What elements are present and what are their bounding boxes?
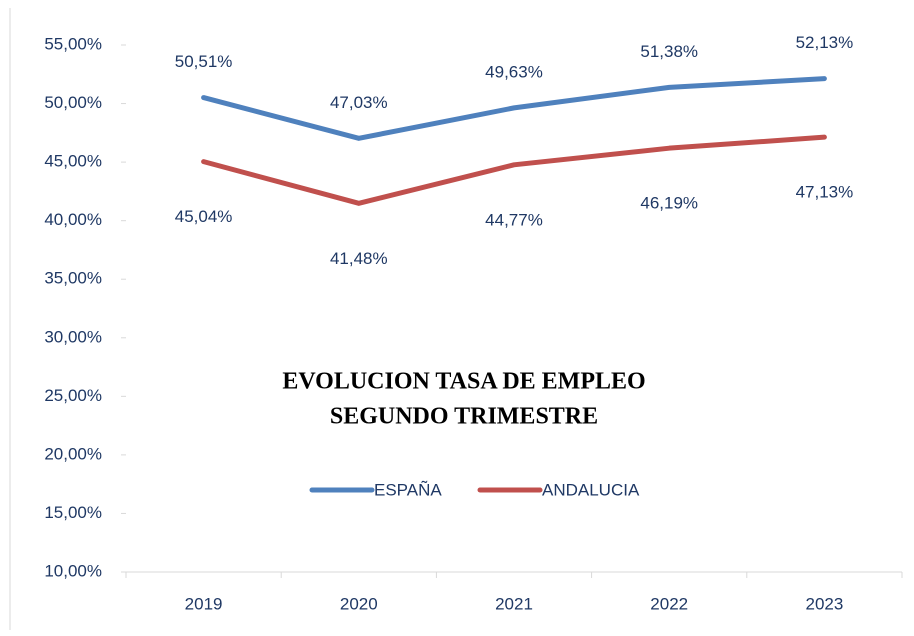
x-tick-label: 2021 — [495, 594, 533, 613]
y-tick-label: 30,00% — [44, 327, 102, 346]
y-tick-label: 50,00% — [44, 93, 102, 112]
chart-title: EVOLUCION TASA DE EMPLEO — [282, 369, 645, 395]
x-tick-label: 2023 — [805, 594, 843, 613]
y-tick-label: 15,00% — [44, 503, 102, 522]
y-tick-label: 25,00% — [44, 386, 102, 405]
data-label: 45,04% — [175, 207, 233, 226]
y-tick-label: 35,00% — [44, 269, 102, 288]
data-label: 50,51% — [175, 52, 233, 71]
x-tick-label: 2020 — [340, 594, 378, 613]
data-label: 49,63% — [485, 62, 543, 81]
data-label: 46,19% — [640, 194, 698, 213]
y-tick-label: 20,00% — [44, 444, 102, 463]
data-label: 47,03% — [330, 93, 388, 112]
y-tick-label: 10,00% — [44, 561, 102, 580]
chart-title: SEGUNDO TRIMESTRE — [330, 404, 598, 430]
data-label: 41,48% — [330, 249, 388, 268]
data-label: 47,13% — [796, 183, 854, 202]
data-label: 51,38% — [640, 42, 698, 61]
data-label: 52,13% — [796, 33, 854, 52]
series-line — [201, 76, 827, 141]
data-label: 44,77% — [485, 210, 543, 229]
x-tick-label: 2019 — [185, 594, 223, 613]
legend-label: ANDALUCIA — [542, 480, 640, 499]
y-tick-label: 40,00% — [44, 210, 102, 229]
series-line — [201, 134, 827, 206]
legend-label: ESPAÑA — [374, 480, 442, 499]
y-tick-label: 55,00% — [44, 34, 102, 53]
y-tick-label: 45,00% — [44, 152, 102, 171]
x-tick-label: 2022 — [650, 594, 688, 613]
